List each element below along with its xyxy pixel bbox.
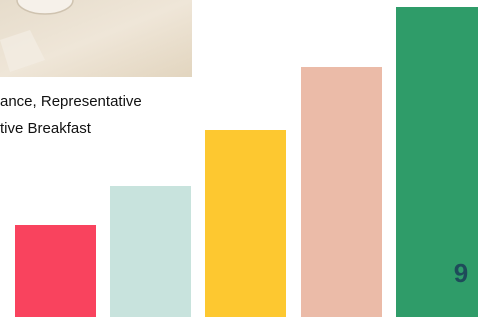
decor-bar: [301, 67, 382, 317]
caption-line: ance, Representative: [0, 93, 142, 110]
decor-bar: [205, 130, 286, 317]
caption-line: tive Breakfast: [0, 120, 92, 137]
photo: [0, 0, 192, 77]
page-number: 9: [454, 258, 468, 288]
slide: ance, Representative tive Breakfast 9: [0, 0, 490, 317]
decor-bar: [15, 225, 96, 317]
decor-bar: [110, 186, 191, 317]
